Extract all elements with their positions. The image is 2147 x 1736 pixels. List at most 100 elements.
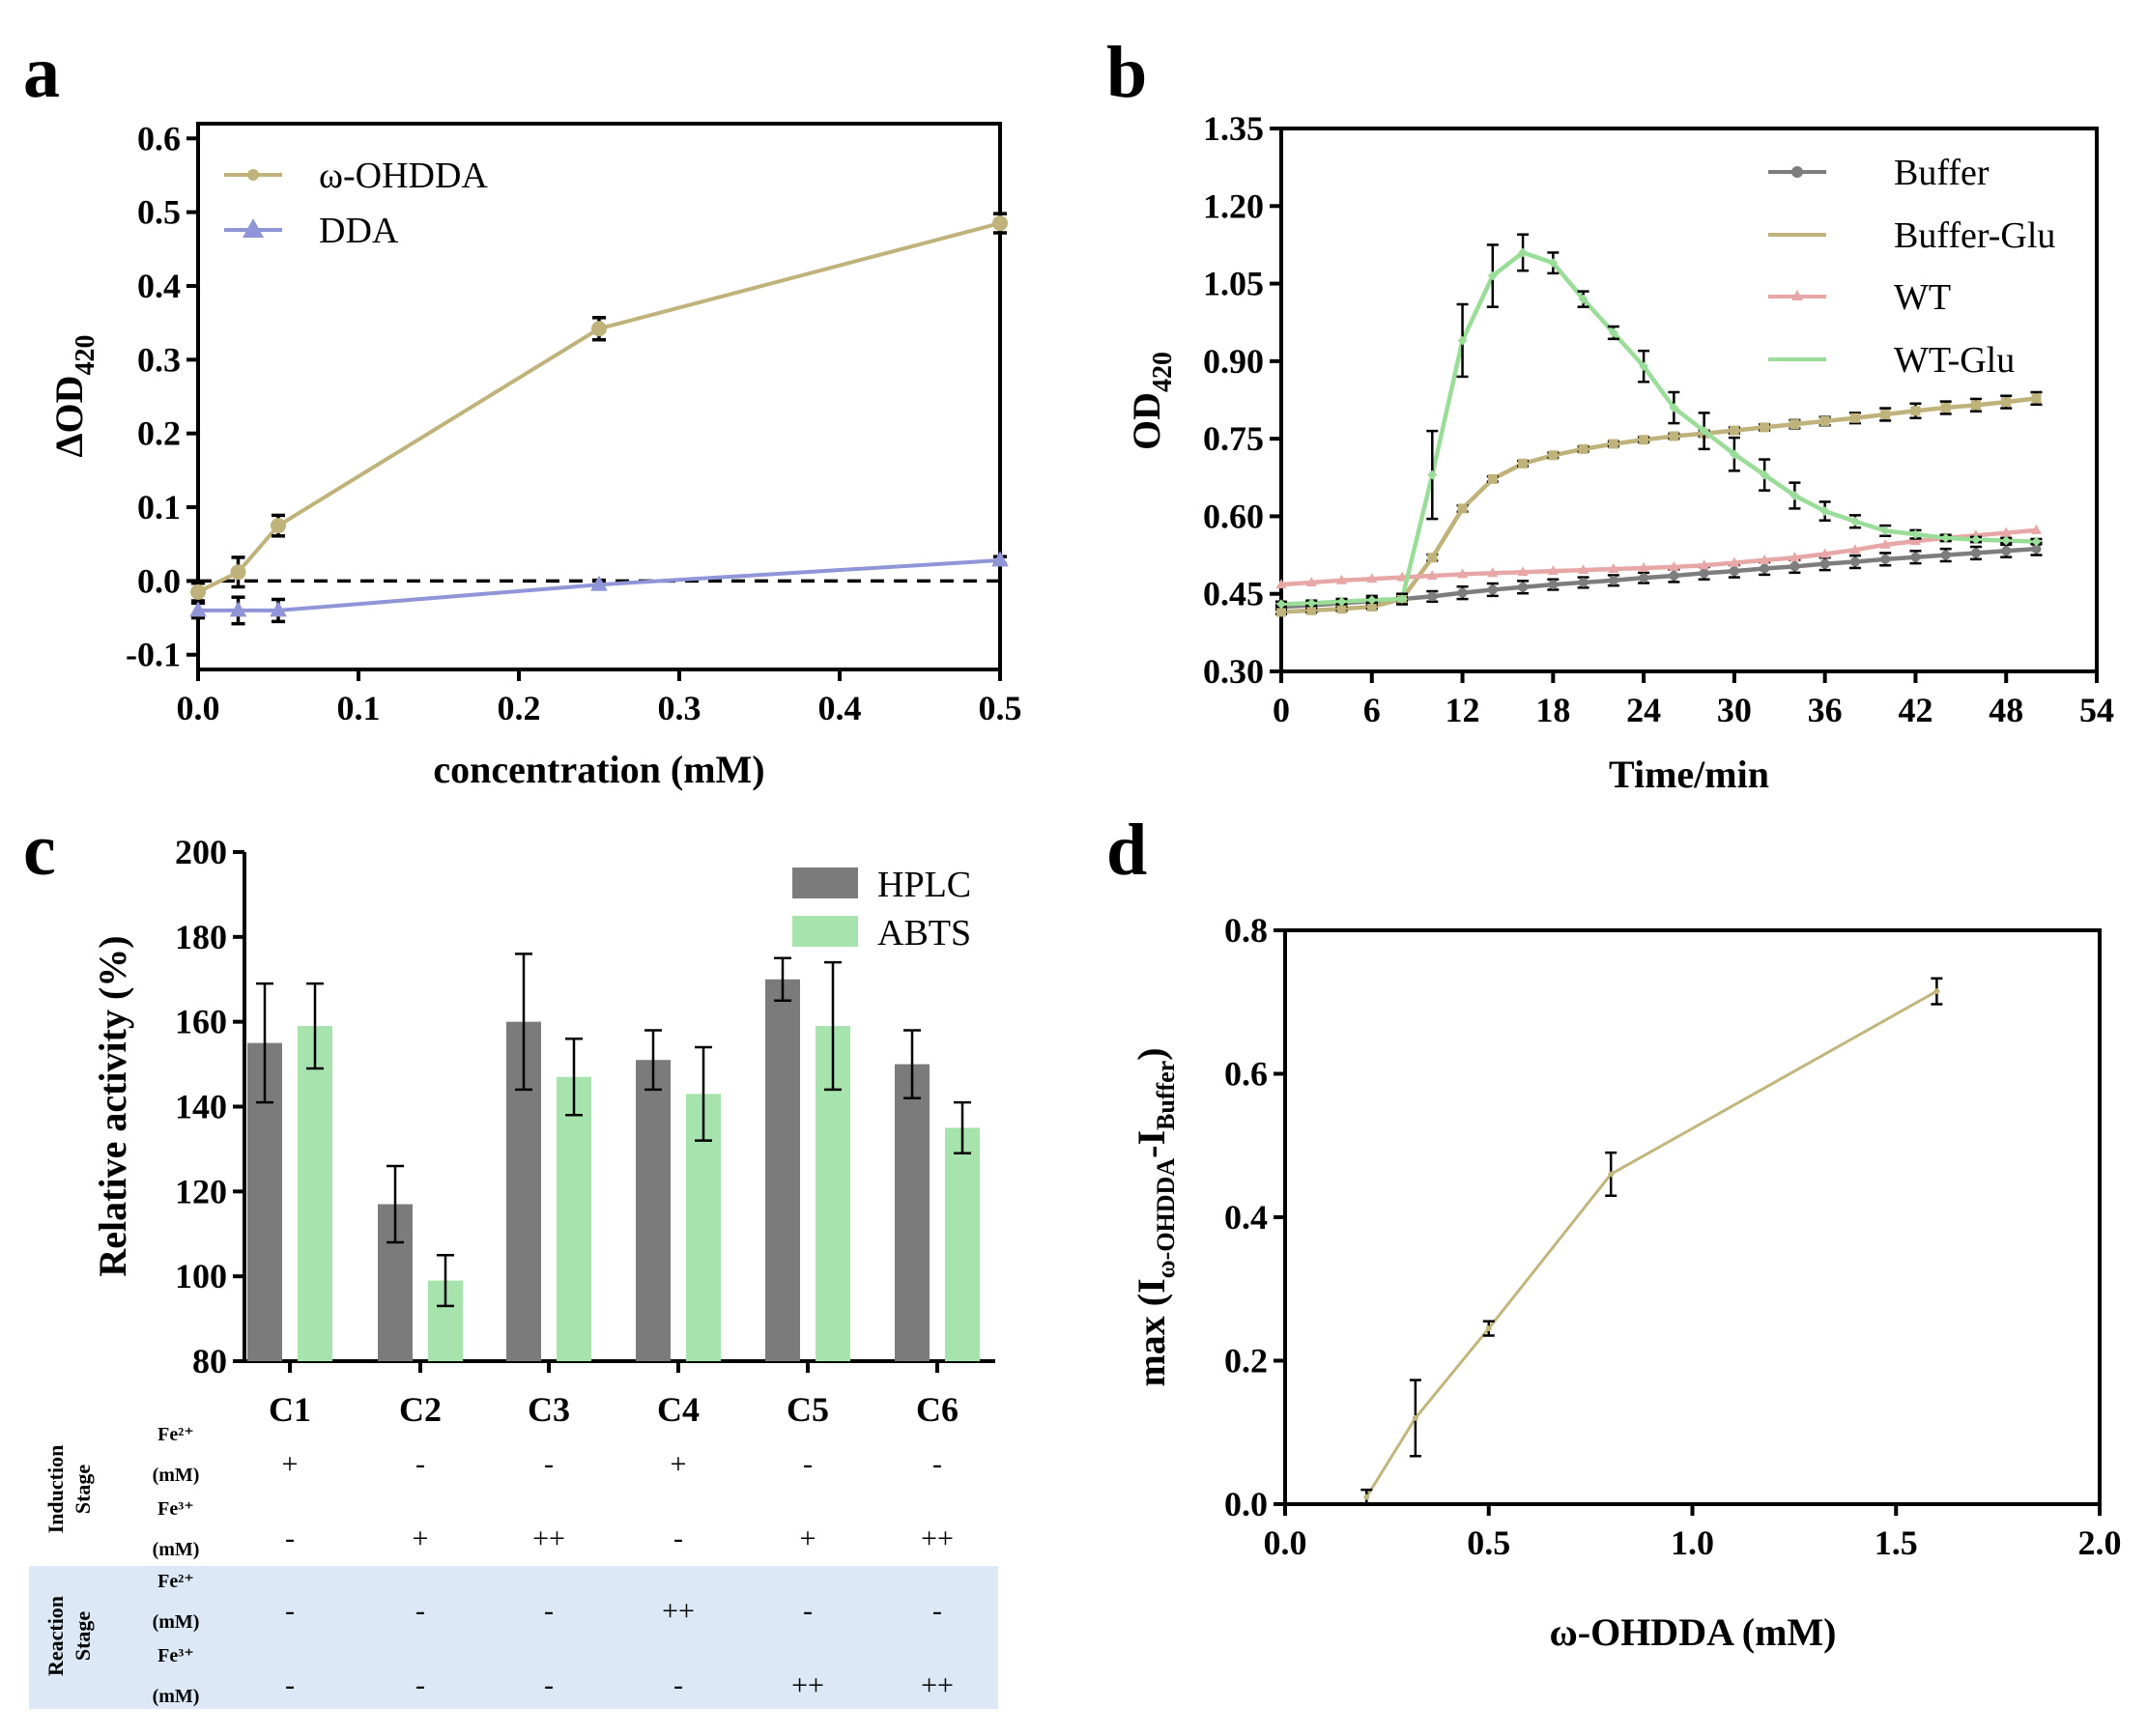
y-tick-label: 1.35 [1203,109,1264,148]
y-tick-label: 200 [175,833,227,871]
buffer-line [1280,546,2037,610]
y-tick-label: 0.2 [1224,1342,1268,1380]
buffer-point [1970,548,1981,558]
condition-cell: - [932,1448,942,1480]
x-tick-label: 0.5 [1467,1523,1510,1562]
legend-label-dda: DDA [319,211,399,251]
y-tick-label: -0.1 [126,636,181,674]
ohdda-point [190,583,206,600]
ion-unit: (mM) [153,1465,200,1486]
panel-label-d: d [1106,810,1147,891]
panel-label-a: a [23,32,60,113]
wt-point [1638,561,1649,572]
chart-a-series [189,212,1009,626]
wt-glu-point [1397,594,1408,605]
x-tick-label: C6 [916,1390,959,1429]
ohdda-point [1608,1171,1615,1178]
ohdda-point [992,215,1008,232]
x-tick-label: C3 [528,1390,570,1429]
y-tick-label: 1.20 [1203,186,1264,225]
wt-glu-point [1699,426,1709,437]
y-tick-label: 0.0 [1224,1485,1268,1523]
x-tick-label: 30 [1717,691,1752,729]
wt-point [1759,554,1770,564]
buffer-glu-point [1548,450,1559,461]
wt-point [1819,548,1831,558]
chart-a-plot-frame [196,122,1002,671]
buffer-glu-point [1849,413,1860,423]
buffer-glu-point [1789,419,1800,430]
condition-cell: - [415,1595,425,1627]
chart-c-highlight-band [29,1566,998,1709]
ion-label: Fe²⁺ [157,1571,194,1592]
chart-c-x-axis: C1 C2 C3 C4 C5 C6 [269,1361,959,1429]
panel-label-c: c [23,810,56,891]
legend-label-wt-glu: WT-Glu [1894,340,2015,381]
ion-label: Fe³⁺ [157,1498,194,1520]
x-tick-label: 0.1 [337,689,381,727]
wt-point [1366,573,1378,583]
condition-cell: - [285,1523,295,1554]
x-tick-label: 2.0 [2078,1523,2122,1562]
wt-glu-point [1518,247,1529,258]
buffer-glu-point [1336,604,1347,614]
legend-label-buffer: Buffer [1894,153,1990,193]
buffer-point [1729,566,1739,577]
chart-a-x-axis-label: concentration (mM) [433,748,764,791]
stage-label: Reaction Stage [43,1596,95,1676]
buffer-glu-point [1518,458,1529,469]
stage-label-word: Stage [71,1465,95,1515]
condition-cell: ++ [662,1595,695,1627]
y-tick-label: 160 [175,1003,227,1041]
buffer-point [2001,546,2012,556]
stage-label-word: Induction [43,1445,68,1534]
buffer-glu-point [1819,415,1830,426]
condition-cell: - [803,1448,813,1480]
buffer-glu-point [2031,393,2042,404]
condition-cell: ++ [532,1523,565,1554]
wt-glu-point [1487,270,1498,281]
ohdda-point [1363,1494,1370,1500]
chart-d-y-axis: 0.0 0.2 0.4 0.6 0.8 [1224,911,1285,1523]
chart-b-legend: Buffer Buffer-Glu WT WT-Glu [1768,153,2055,381]
y-tick-label: 0.6 [137,119,181,157]
buffer-glu-point [1910,406,1921,416]
chart-a-x-axis: 0.0 0.1 0.2 0.3 0.4 0.5 [177,669,1022,727]
chart-d-series [1360,977,1943,1506]
wt-glu-point [1789,491,1800,501]
x-tick-label: 0.0 [177,689,220,727]
wt-glu-point [1970,534,1981,545]
abts-bar [557,1076,591,1361]
x-tick-label: 12 [1446,691,1480,729]
buffer-glu-point [1487,473,1498,484]
buffer-point [1699,568,1709,579]
wt-point [1729,556,1740,567]
wt-glu-point [1669,403,1679,413]
wt-point [1668,560,1679,571]
x-tick-label: 6 [1363,691,1381,729]
buffer-glu-point [2001,397,2012,408]
ohdda-point [271,518,286,534]
wt-glu-point [2001,535,2012,546]
y-tick-label: 0.90 [1203,342,1264,381]
chart-b-y-axis: 0.30 0.45 0.60 0.75 0.90 1.05 1.20 1.35 [1203,109,1281,691]
buffer-point [1880,554,1891,564]
wt-point [1426,569,1438,580]
wt-glu-point [1578,294,1589,304]
wt-glu-point [1336,596,1347,607]
x-tick-label: 24 [1626,691,1661,729]
wt-glu-line [1280,249,2037,607]
legend-swatch-hplc [792,868,858,898]
wt-glu-point [1427,470,1438,480]
x-tick-label: 42 [1898,691,1932,729]
buffer-glu-point [1306,605,1317,615]
condition-cell: + [413,1523,429,1554]
y-tick-label: 80 [192,1342,227,1380]
wt-point [2030,524,2042,534]
ion-unit: (mM) [153,1686,200,1707]
ohdda-point [591,321,607,337]
y-tick-label: 180 [175,918,227,956]
ohdda-line [197,221,1001,594]
chart-d-x-axis: 0.0 0.5 1.0 1.5 2.0 [1264,1504,2122,1562]
x-tick-label: 0.4 [818,689,862,727]
